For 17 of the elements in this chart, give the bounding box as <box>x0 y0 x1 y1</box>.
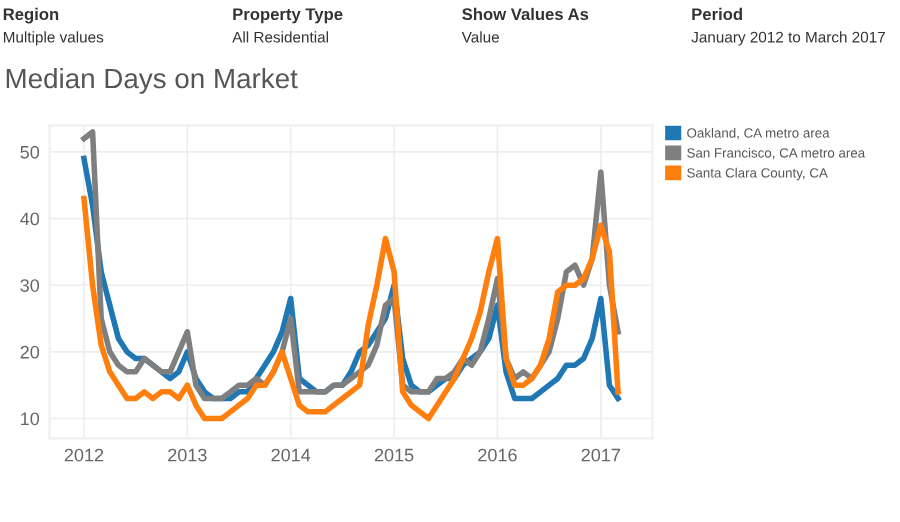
y-tick-label: 10 <box>21 412 40 426</box>
x-tick-label: 2016 <box>478 448 517 462</box>
text: Show Values As <box>462 7 589 21</box>
x-tick-label: 2012 <box>64 448 104 462</box>
text: Period <box>692 7 742 21</box>
chart-title: Median Days on Market <box>6 67 298 94</box>
x-tick-label: 2014 <box>271 448 311 462</box>
x-tick-label: 2017 <box>581 448 620 462</box>
y-tick-label: 20 <box>20 345 40 359</box>
x-tick-label: 2013 <box>168 448 207 462</box>
text: Property Type <box>233 8 343 24</box>
y-tick-label: 30 <box>20 279 40 292</box>
line-series <box>81 195 621 422</box>
x-tick-label: 2015 <box>374 448 414 462</box>
y-tick-label: 50 <box>20 145 40 159</box>
y-tick-label: 40 <box>20 212 40 226</box>
text: Region <box>3 7 59 24</box>
